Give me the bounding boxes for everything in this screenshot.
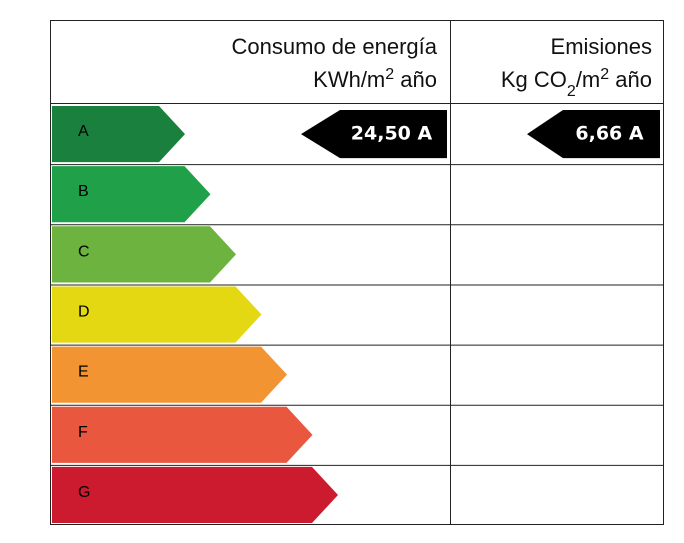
class-letter: G	[78, 484, 90, 501]
unit-text: año	[394, 67, 437, 92]
rating-arrow	[301, 110, 447, 159]
class-arrow	[52, 406, 313, 463]
class-letter: D	[78, 304, 90, 321]
class-arrow	[52, 466, 338, 524]
class-arrow	[52, 346, 287, 403]
rating-value: 6,66 A	[575, 123, 643, 145]
class-letter: E	[78, 364, 89, 381]
rating-value: 24,50 A	[351, 123, 433, 145]
class-arrow	[52, 286, 262, 343]
rating-arrow	[527, 110, 660, 159]
class-arrow	[52, 226, 236, 283]
unit-sup: 2	[385, 66, 394, 83]
class-letter: B	[78, 183, 89, 200]
consumption-title: Consumo de energía	[232, 34, 438, 59]
class-arrow	[52, 166, 211, 223]
consumption-unit: KWh/m2 año	[313, 66, 437, 93]
class-letter: C	[78, 243, 90, 260]
unit-text: KWh/m	[313, 67, 385, 92]
class-letter: F	[78, 424, 88, 441]
unit-sup: 2	[600, 66, 609, 83]
class-arrow	[52, 106, 185, 163]
unit-sub: 2	[567, 83, 576, 100]
unit-text: /m	[576, 67, 600, 92]
emissions-unit: Kg CO2/m2 año	[501, 66, 652, 100]
emissions-title: Emisiones	[551, 34, 652, 59]
frame	[50, 20, 664, 525]
class-letter: A	[78, 123, 89, 140]
unit-text: año	[609, 67, 652, 92]
unit-text: Kg CO	[501, 67, 567, 92]
